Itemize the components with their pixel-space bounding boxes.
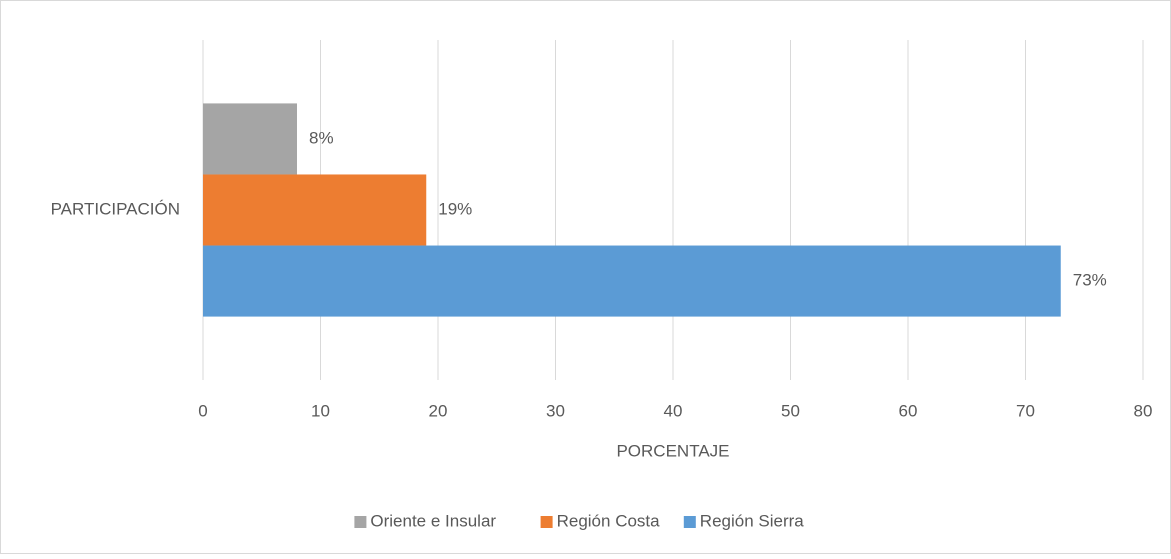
bar xyxy=(203,245,1061,317)
x-tick-label: 20 xyxy=(429,401,448,420)
x-tick-label: 40 xyxy=(664,401,683,420)
legend-swatch xyxy=(540,516,553,528)
data-label: 19% xyxy=(438,199,472,218)
legend-label: Región Sierra xyxy=(700,511,804,530)
y-tick-label: PARTICIPACIÓN xyxy=(51,199,180,218)
x-tick-label: 30 xyxy=(546,401,565,420)
x-axis-title: PORCENTAJE xyxy=(616,441,729,460)
legend-swatch xyxy=(683,516,696,528)
legend-label: Región Costa xyxy=(557,511,661,530)
x-tick-label: 0 xyxy=(198,401,207,420)
x-tick-label: 50 xyxy=(781,401,800,420)
legend-label: Oriente e Insular xyxy=(370,511,496,530)
data-label: 73% xyxy=(1073,271,1107,290)
legend-swatch xyxy=(354,516,367,528)
x-tick-label: 60 xyxy=(899,401,918,420)
x-tick-label: 10 xyxy=(311,401,330,420)
bar xyxy=(203,174,427,246)
data-label: 8% xyxy=(309,128,334,147)
x-tick-label: 70 xyxy=(1016,401,1035,420)
bar xyxy=(203,103,297,175)
x-tick-label: 80 xyxy=(1134,401,1153,420)
